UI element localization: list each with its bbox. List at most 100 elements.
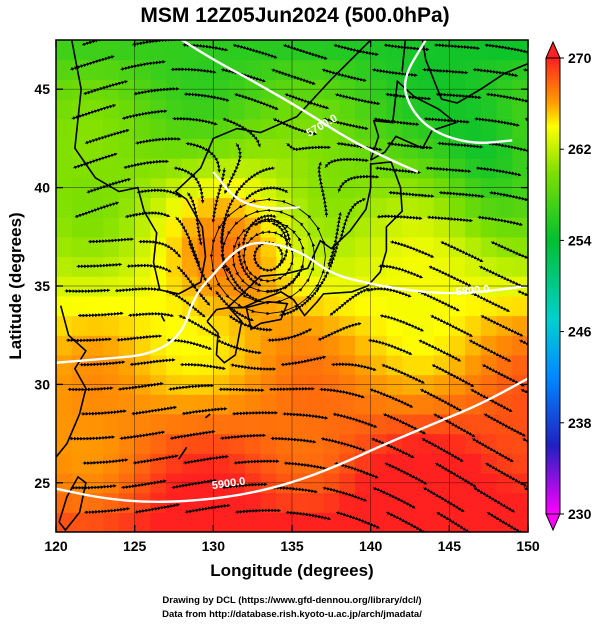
field-cell	[449, 40, 466, 61]
field-cell	[339, 236, 356, 258]
streamline	[283, 43, 328, 60]
field-cell	[292, 413, 309, 435]
field-cell	[118, 315, 136, 336]
field-cell	[339, 394, 356, 415]
streamline	[73, 152, 118, 170]
field-cell	[433, 158, 450, 179]
field-cell	[512, 256, 528, 277]
contour-line	[56, 241, 528, 364]
colorbar-tick-label: 238	[568, 415, 592, 431]
field-cell	[465, 453, 482, 474]
field-cell	[260, 492, 277, 513]
field-cell	[276, 315, 293, 336]
field-cell	[276, 512, 293, 532]
field-cell	[181, 512, 199, 532]
streamline	[269, 386, 316, 392]
field-cell	[323, 217, 340, 238]
field-cell	[71, 492, 89, 513]
field-cell	[339, 433, 356, 454]
field-cell	[87, 158, 104, 179]
field-cell	[307, 315, 325, 336]
field-cell	[433, 217, 450, 238]
streamline	[322, 486, 368, 502]
streamline	[336, 141, 383, 152]
coastline	[178, 446, 188, 460]
x-tick-label: 130	[202, 538, 226, 554]
field-cell	[103, 453, 120, 474]
field-cell	[370, 40, 387, 61]
field-cell	[71, 295, 89, 317]
field-cell	[166, 512, 183, 532]
field-cell	[449, 433, 466, 454]
streamline	[218, 387, 265, 393]
field-cell	[480, 158, 498, 179]
field-cell	[417, 256, 435, 277]
field-cell	[339, 315, 356, 336]
streamline	[468, 339, 512, 362]
field-cell	[87, 433, 104, 454]
field-cell	[150, 315, 167, 336]
field-cell	[229, 217, 246, 238]
streamline	[487, 141, 528, 153]
contour-label: 5800.0	[455, 283, 490, 298]
field-cell	[354, 118, 372, 139]
field-cell	[71, 453, 89, 474]
field-cell	[402, 354, 419, 376]
field-cell	[449, 295, 466, 317]
field-cell	[244, 453, 262, 474]
field-cell	[150, 295, 167, 317]
field-cell	[402, 99, 419, 120]
field-cell	[512, 197, 528, 218]
field-cell	[103, 197, 120, 218]
field-cell	[150, 433, 167, 454]
field-cell	[260, 236, 277, 258]
field-cell	[370, 394, 387, 415]
streamline	[67, 386, 114, 392]
streamline	[482, 363, 525, 387]
streamline	[88, 237, 135, 244]
field-cell	[512, 335, 528, 356]
streamline	[319, 387, 365, 399]
field-cell	[197, 453, 214, 474]
streamline	[388, 190, 435, 198]
streamline	[79, 360, 126, 367]
field-cell	[166, 315, 183, 336]
field-cell	[449, 256, 466, 277]
field-cell	[496, 256, 513, 277]
field-cell	[354, 295, 372, 317]
field-cell	[323, 236, 340, 258]
streamline	[170, 67, 217, 74]
field-cell	[512, 118, 528, 139]
field-cell	[292, 492, 309, 513]
field-cell	[370, 295, 387, 317]
x-tick-label: 150	[516, 538, 540, 554]
field-cell	[150, 354, 167, 376]
streamline	[233, 459, 280, 465]
streamline	[221, 482, 268, 490]
streamline	[440, 240, 484, 262]
field-cell	[166, 354, 183, 376]
x-tick-label: 140	[359, 538, 383, 554]
field-cell	[181, 118, 199, 139]
streamline	[267, 328, 313, 343]
streamline	[123, 159, 170, 170]
field-cell	[465, 40, 482, 61]
streamline	[185, 141, 221, 173]
field-cell	[276, 394, 293, 415]
streamline	[173, 166, 205, 204]
field-cell	[417, 394, 435, 415]
streamline	[435, 92, 482, 100]
streamline	[132, 40, 178, 47]
streamline	[76, 262, 123, 269]
field-cell	[150, 512, 167, 532]
streamline	[121, 109, 168, 121]
streamline	[376, 214, 423, 221]
field-cell	[480, 99, 498, 120]
field-cell	[323, 59, 340, 80]
streamline	[421, 437, 464, 462]
field-cell	[512, 354, 528, 376]
y-tick-label: 45	[34, 81, 50, 97]
streamline	[82, 458, 129, 465]
streamline	[323, 117, 369, 131]
field-cell	[244, 512, 262, 532]
